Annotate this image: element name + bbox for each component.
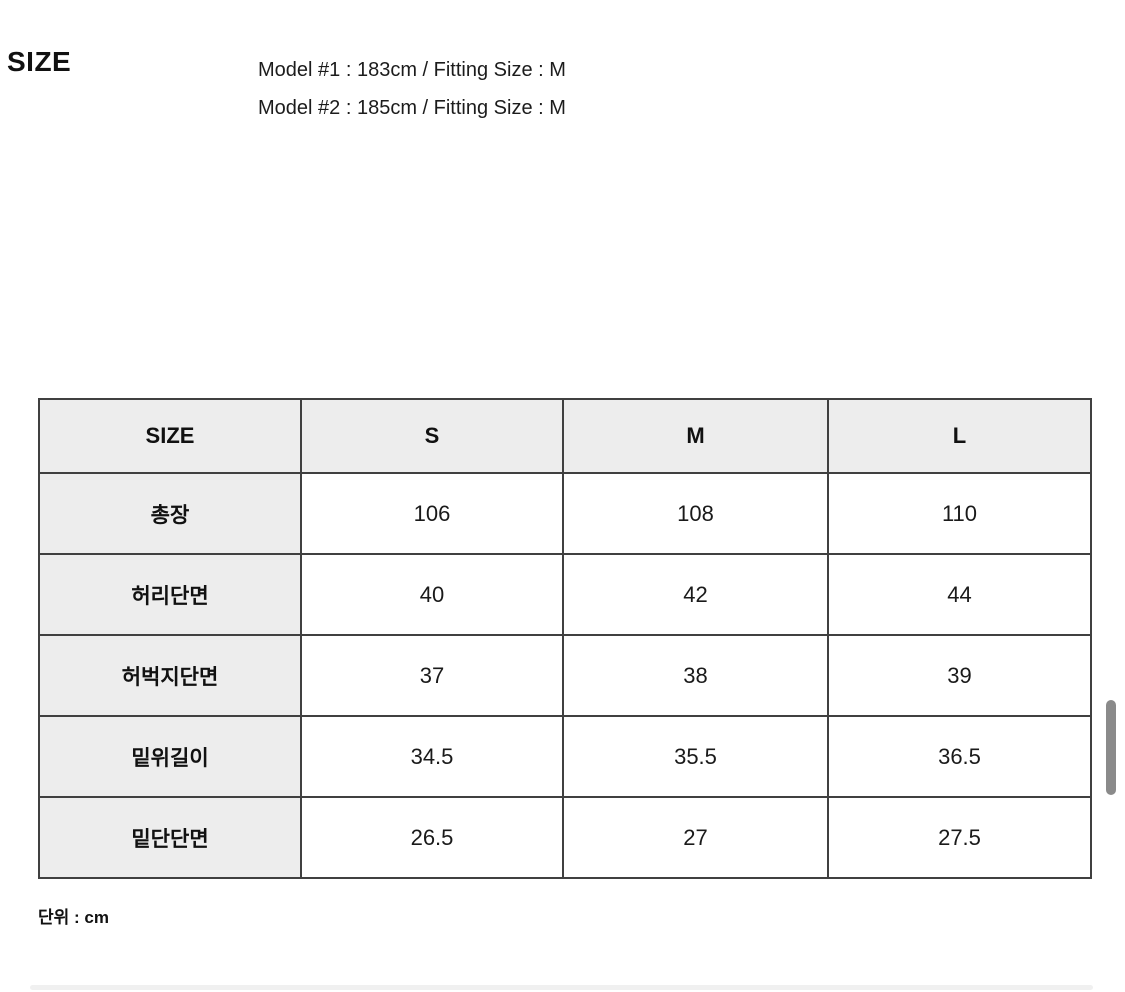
- cell-value: 34.5: [300, 715, 564, 798]
- page-title: SIZE: [7, 46, 72, 77]
- vertical-scrollbar-thumb[interactable]: [1106, 700, 1116, 795]
- cell-value: 108: [562, 472, 829, 555]
- model-1-info: Model #1 : 183cm / Fitting Size : M: [258, 59, 566, 81]
- col-header-s: S: [300, 398, 564, 474]
- col-header-size: SIZE: [38, 398, 302, 474]
- cell-value: 26.5: [300, 796, 564, 879]
- cell-value: 35.5: [562, 715, 829, 798]
- horizontal-scrollbar-track[interactable]: [30, 985, 1093, 990]
- model-fitting-info: Model #1 : 183cm / Fitting Size : M Mode…: [258, 51, 566, 127]
- table-row: 밑위길이 34.5 35.5 36.5: [38, 715, 1092, 798]
- cell-value: 37: [300, 634, 564, 717]
- size-chart: SIZE S M L 총장 106 108 110 허리단면 40 42 44: [38, 398, 1092, 879]
- cell-value: 110: [827, 472, 1092, 555]
- cell-value: 44: [827, 553, 1092, 636]
- col-header-m: M: [562, 398, 829, 474]
- cell-value: 27.5: [827, 796, 1092, 879]
- cell-value: 27: [562, 796, 829, 879]
- row-label: 총장: [38, 472, 302, 555]
- cell-value: 38: [562, 634, 829, 717]
- row-label: 허리단면: [38, 553, 302, 636]
- cell-value: 106: [300, 472, 564, 555]
- col-header-l: L: [827, 398, 1092, 474]
- row-label: 밑단단면: [38, 796, 302, 879]
- table-row: 밑단단면 26.5 27 27.5: [38, 796, 1092, 879]
- row-label: 허벅지단면: [38, 634, 302, 717]
- cell-value: 42: [562, 553, 829, 636]
- cell-value: 40: [300, 553, 564, 636]
- cell-value: 39: [827, 634, 1092, 717]
- table-row: 허리단면 40 42 44: [38, 553, 1092, 636]
- table-row: 총장 106 108 110: [38, 472, 1092, 555]
- unit-note: 단위 : cm: [38, 908, 109, 927]
- size-table-header-row: SIZE S M L: [38, 398, 1092, 474]
- model-2-info: Model #2 : 185cm / Fitting Size : M: [258, 97, 566, 119]
- table-row: 허벅지단면 37 38 39: [38, 634, 1092, 717]
- row-label: 밑위길이: [38, 715, 302, 798]
- cell-value: 36.5: [827, 715, 1092, 798]
- size-table: SIZE S M L 총장 106 108 110 허리단면 40 42 44: [38, 398, 1092, 879]
